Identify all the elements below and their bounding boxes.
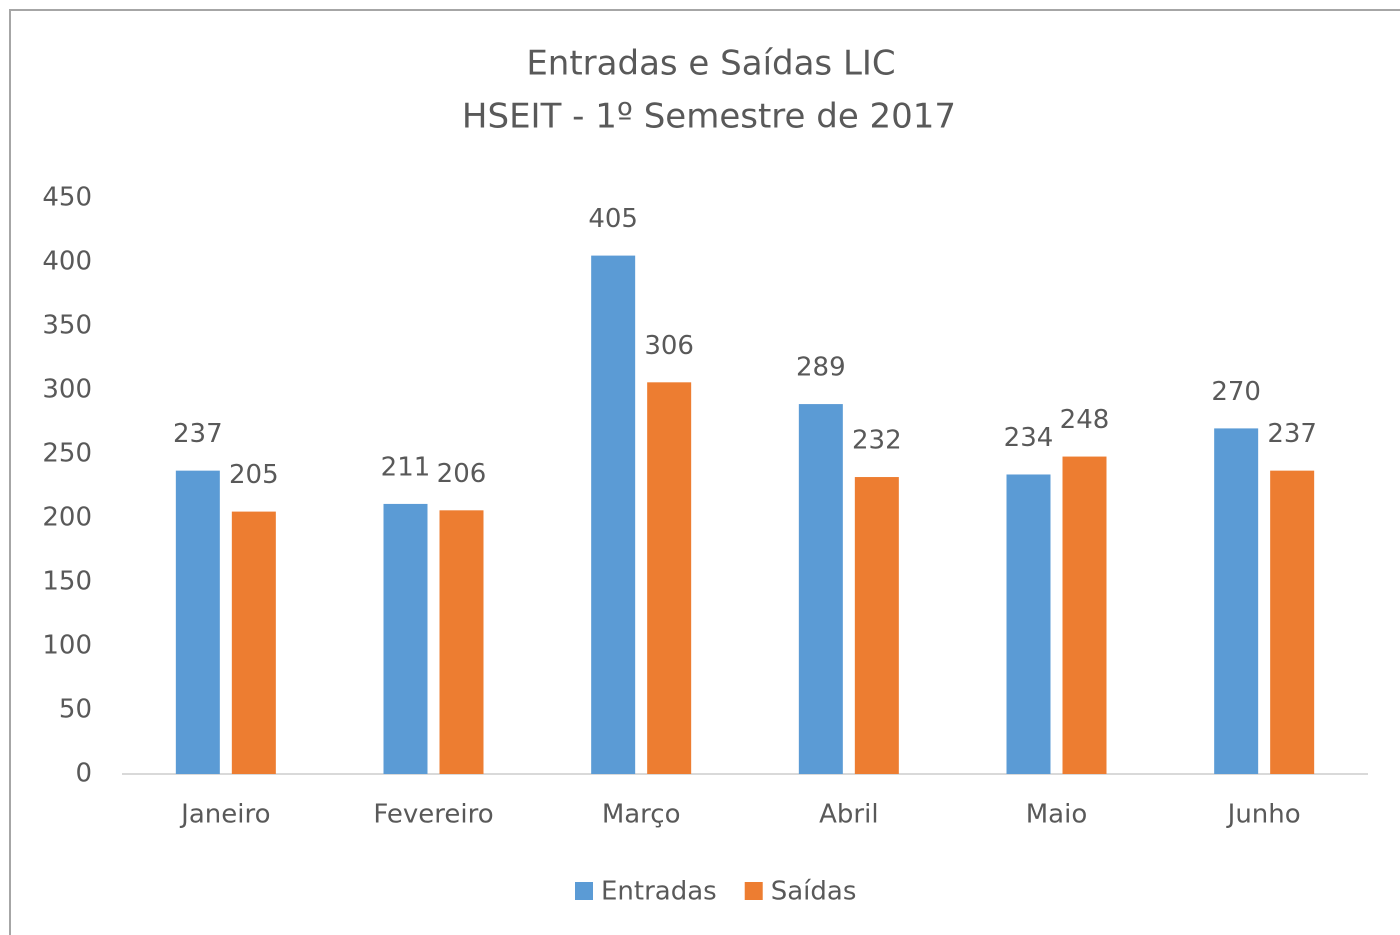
legend-swatch (744, 882, 763, 900)
bar (231, 511, 276, 774)
y-tick-label: 250 (42, 439, 92, 469)
y-tick-label: 0 (75, 759, 92, 789)
bar (798, 404, 843, 774)
data-label: 234 (1004, 423, 1054, 453)
data-label: 405 (588, 204, 638, 234)
legend-swatch (575, 882, 593, 900)
x-tick-label: Abril (819, 800, 878, 830)
y-tick-label: 100 (42, 631, 92, 661)
bar (383, 503, 428, 774)
bar (439, 510, 484, 774)
x-tick-label: Março (602, 800, 681, 830)
data-label: 237 (1267, 419, 1317, 449)
x-tick-label: Maio (1026, 800, 1088, 830)
data-label: 306 (644, 331, 694, 361)
data-label: 289 (796, 353, 846, 383)
y-tick-label: 200 (42, 503, 92, 533)
data-label: 232 (852, 426, 902, 456)
legend-label: Entradas (601, 877, 717, 907)
data-label: 211 (381, 452, 431, 482)
bar (647, 382, 692, 774)
chart-frame (9, 9, 1400, 935)
bar (854, 477, 899, 774)
y-tick-label: 50 (59, 695, 92, 725)
y-tick-label: 450 (42, 183, 92, 213)
bar (591, 255, 636, 775)
chart-title: Entradas e Saídas LIC (526, 44, 895, 84)
data-label: 206 (437, 459, 487, 489)
bar (1270, 470, 1315, 774)
data-label: 205 (229, 460, 279, 490)
y-tick-label: 300 (42, 375, 92, 405)
bar (1006, 474, 1051, 774)
legend-label: Saídas (771, 877, 857, 907)
y-tick-label: 400 (42, 247, 92, 277)
data-label: 248 (1060, 405, 1110, 435)
y-tick-label: 350 (42, 311, 92, 341)
data-label: 270 (1211, 377, 1261, 407)
bar (175, 470, 220, 774)
x-tick-label: Janeiro (179, 800, 270, 830)
y-tick-label: 150 (42, 567, 92, 597)
data-label: 237 (173, 419, 223, 449)
bar (1214, 428, 1259, 774)
chart-subtitle: HSEIT - 1º Semestre de 2017 (462, 97, 956, 137)
bar (1062, 456, 1107, 774)
x-tick-label: Junho (1226, 800, 1301, 830)
x-tick-label: Fevereiro (373, 800, 493, 830)
